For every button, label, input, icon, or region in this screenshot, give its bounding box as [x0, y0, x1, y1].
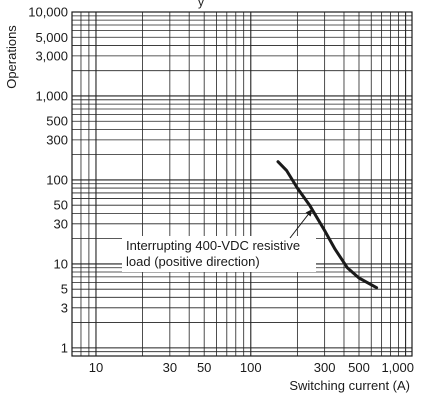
x-tick-label: 1,000	[381, 360, 414, 375]
chart-title-fragment: y	[198, 0, 204, 9]
y-tick-label: 30	[54, 216, 68, 231]
y-tick-label: 1	[61, 340, 68, 355]
y-tick-label: 3,000	[35, 48, 68, 63]
x-tick-labels: 10 30 50 100 300 500 1,000	[89, 360, 414, 375]
y-tick-label: 1,000	[35, 88, 68, 103]
y-tick-labels: 1 3 5 10 30 50 100 300 500 1,000 3,000 5,000 10,000	[28, 5, 68, 356]
y-axis-title: Operations	[4, 25, 19, 89]
x-tick-label: 30	[163, 360, 177, 375]
y-tick-label: 5,000	[35, 30, 68, 45]
annotation-line-1: Interrupting 400-VDC resistive	[126, 238, 300, 253]
x-axis-title: Switching current (A)	[289, 378, 410, 393]
series-line	[276, 160, 379, 290]
y-tick-label: 50	[54, 198, 68, 213]
y-tick-label: 100	[46, 172, 68, 187]
x-tick-label: 50	[197, 360, 211, 375]
annotation-arrow-head	[305, 209, 313, 217]
gridlines	[71, 11, 412, 357]
y-tick-label: 5	[61, 282, 68, 297]
annotation: Interrupting 400-VDC resistive load (pos…	[122, 208, 316, 272]
x-tick-label: 300	[314, 360, 336, 375]
y-tick-label: 10,000	[28, 5, 68, 20]
x-tick-label: 500	[348, 360, 370, 375]
x-tick-label: 100	[240, 360, 262, 375]
x-tick-label: 10	[89, 360, 103, 375]
y-tick-label: 3	[61, 300, 68, 315]
plot-frame	[71, 11, 413, 357]
annotation-background	[122, 236, 316, 272]
y-tick-label: 300	[46, 132, 68, 147]
y-tick-label: 500	[46, 114, 68, 129]
series-layer	[276, 160, 379, 290]
y-tick-label: 10	[54, 256, 68, 271]
annotation-line-2: load (positive direction)	[126, 254, 260, 269]
